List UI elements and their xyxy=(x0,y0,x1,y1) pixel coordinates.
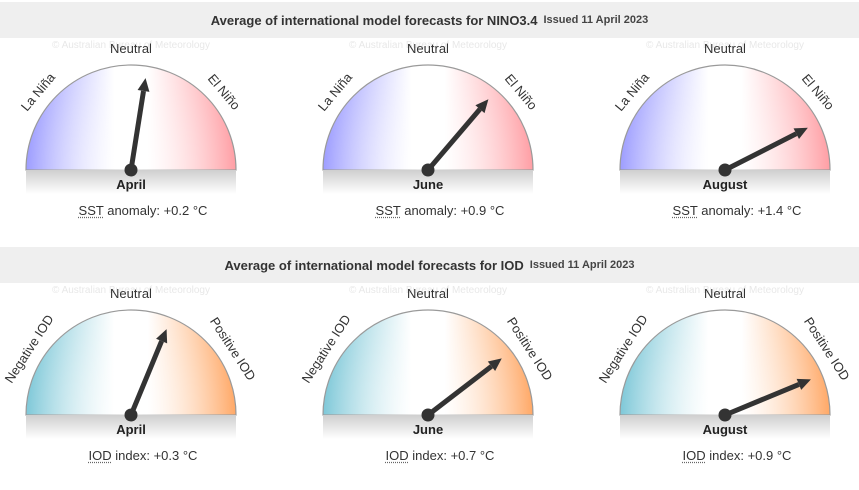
gauge-label-center: Neutral xyxy=(704,41,746,56)
nino-gauge-april: © Australian Bureau of Meteorology La Niñ… xyxy=(0,40,286,245)
iod-section-header: Average of international model forecasts… xyxy=(0,247,859,283)
gauge-value-text: index: +0.9 °C xyxy=(706,448,792,463)
gauge-caption: SST anomaly: +0.9 °C xyxy=(297,203,583,218)
gauge-dial: © Australian Bureau of MeteorologyLa Niñ… xyxy=(594,40,859,210)
gauge-label-center: Neutral xyxy=(407,286,449,301)
nino-section-title: Average of international model forecasts… xyxy=(211,13,538,28)
gauge-hub xyxy=(719,409,732,422)
gauge-month-label: April xyxy=(116,422,146,437)
nino-gauge-june: © Australian Bureau of Meteorology La Niñ… xyxy=(297,40,583,245)
gauge-dial: © Australian Bureau of MeteorologyLa Niñ… xyxy=(0,40,286,210)
abbr-term[interactable]: IOD xyxy=(89,448,112,463)
gauge-dial: © Australian Bureau of MeteorologyLa Niñ… xyxy=(297,40,583,210)
iod-gauge-june: © Australian Bureau of Meteorology Negati… xyxy=(297,285,583,490)
gauge-value-text: index: +0.3 °C xyxy=(112,448,198,463)
abbr-term[interactable]: SST xyxy=(376,203,401,218)
gauge-month-label: August xyxy=(703,177,748,192)
gauge-label-center: Neutral xyxy=(110,286,152,301)
iod-gauge-august: © Australian Bureau of Meteorology Negati… xyxy=(594,285,859,490)
gauge-label-center: Neutral xyxy=(407,41,449,56)
gauge-caption: IOD index: +0.3 °C xyxy=(0,448,286,463)
gauge-caption: IOD index: +0.7 °C xyxy=(297,448,583,463)
gauge-hub xyxy=(422,409,435,422)
gauge-value-text: index: +0.7 °C xyxy=(409,448,495,463)
gauge-month-label: August xyxy=(703,422,748,437)
gauge-value-text: anomaly: +0.9 °C xyxy=(401,203,505,218)
gauge-month-label: June xyxy=(413,177,443,192)
gauge-label-center: Neutral xyxy=(704,286,746,301)
abbr-term[interactable]: IOD xyxy=(386,448,409,463)
gauge-value-text: anomaly: +1.4 °C xyxy=(698,203,802,218)
gauge-hub xyxy=(125,164,138,177)
nino-issued-date: Issued 11 April 2023 xyxy=(544,14,649,26)
gauge-caption: SST anomaly: +0.2 °C xyxy=(0,203,286,218)
gauge-month-label: June xyxy=(413,422,443,437)
abbr-term[interactable]: SST xyxy=(79,203,104,218)
gauge-value-text: anomaly: +0.2 °C xyxy=(104,203,208,218)
gauge-hub xyxy=(125,409,138,422)
iod-section-title: Average of international model forecasts… xyxy=(224,258,523,273)
gauge-dial: © Australian Bureau of MeteorologyNegati… xyxy=(0,285,286,455)
nino-section-header: Average of international model forecasts… xyxy=(0,2,859,38)
gauge-caption: IOD index: +0.9 °C xyxy=(594,448,859,463)
iod-issued-date: Issued 11 April 2023 xyxy=(530,259,635,271)
abbr-term[interactable]: IOD xyxy=(683,448,706,463)
gauge-caption: SST anomaly: +1.4 °C xyxy=(594,203,859,218)
gauge-month-label: April xyxy=(116,177,146,192)
gauge-dial: © Australian Bureau of MeteorologyNegati… xyxy=(594,285,859,455)
gauge-label-center: Neutral xyxy=(110,41,152,56)
iod-gauge-april: © Australian Bureau of Meteorology Negati… xyxy=(0,285,286,490)
gauge-dial: © Australian Bureau of MeteorologyNegati… xyxy=(297,285,583,455)
gauge-hub xyxy=(422,164,435,177)
nino-gauge-august: © Australian Bureau of Meteorology La Niñ… xyxy=(594,40,859,245)
abbr-term[interactable]: SST xyxy=(673,203,698,218)
gauge-hub xyxy=(719,164,732,177)
